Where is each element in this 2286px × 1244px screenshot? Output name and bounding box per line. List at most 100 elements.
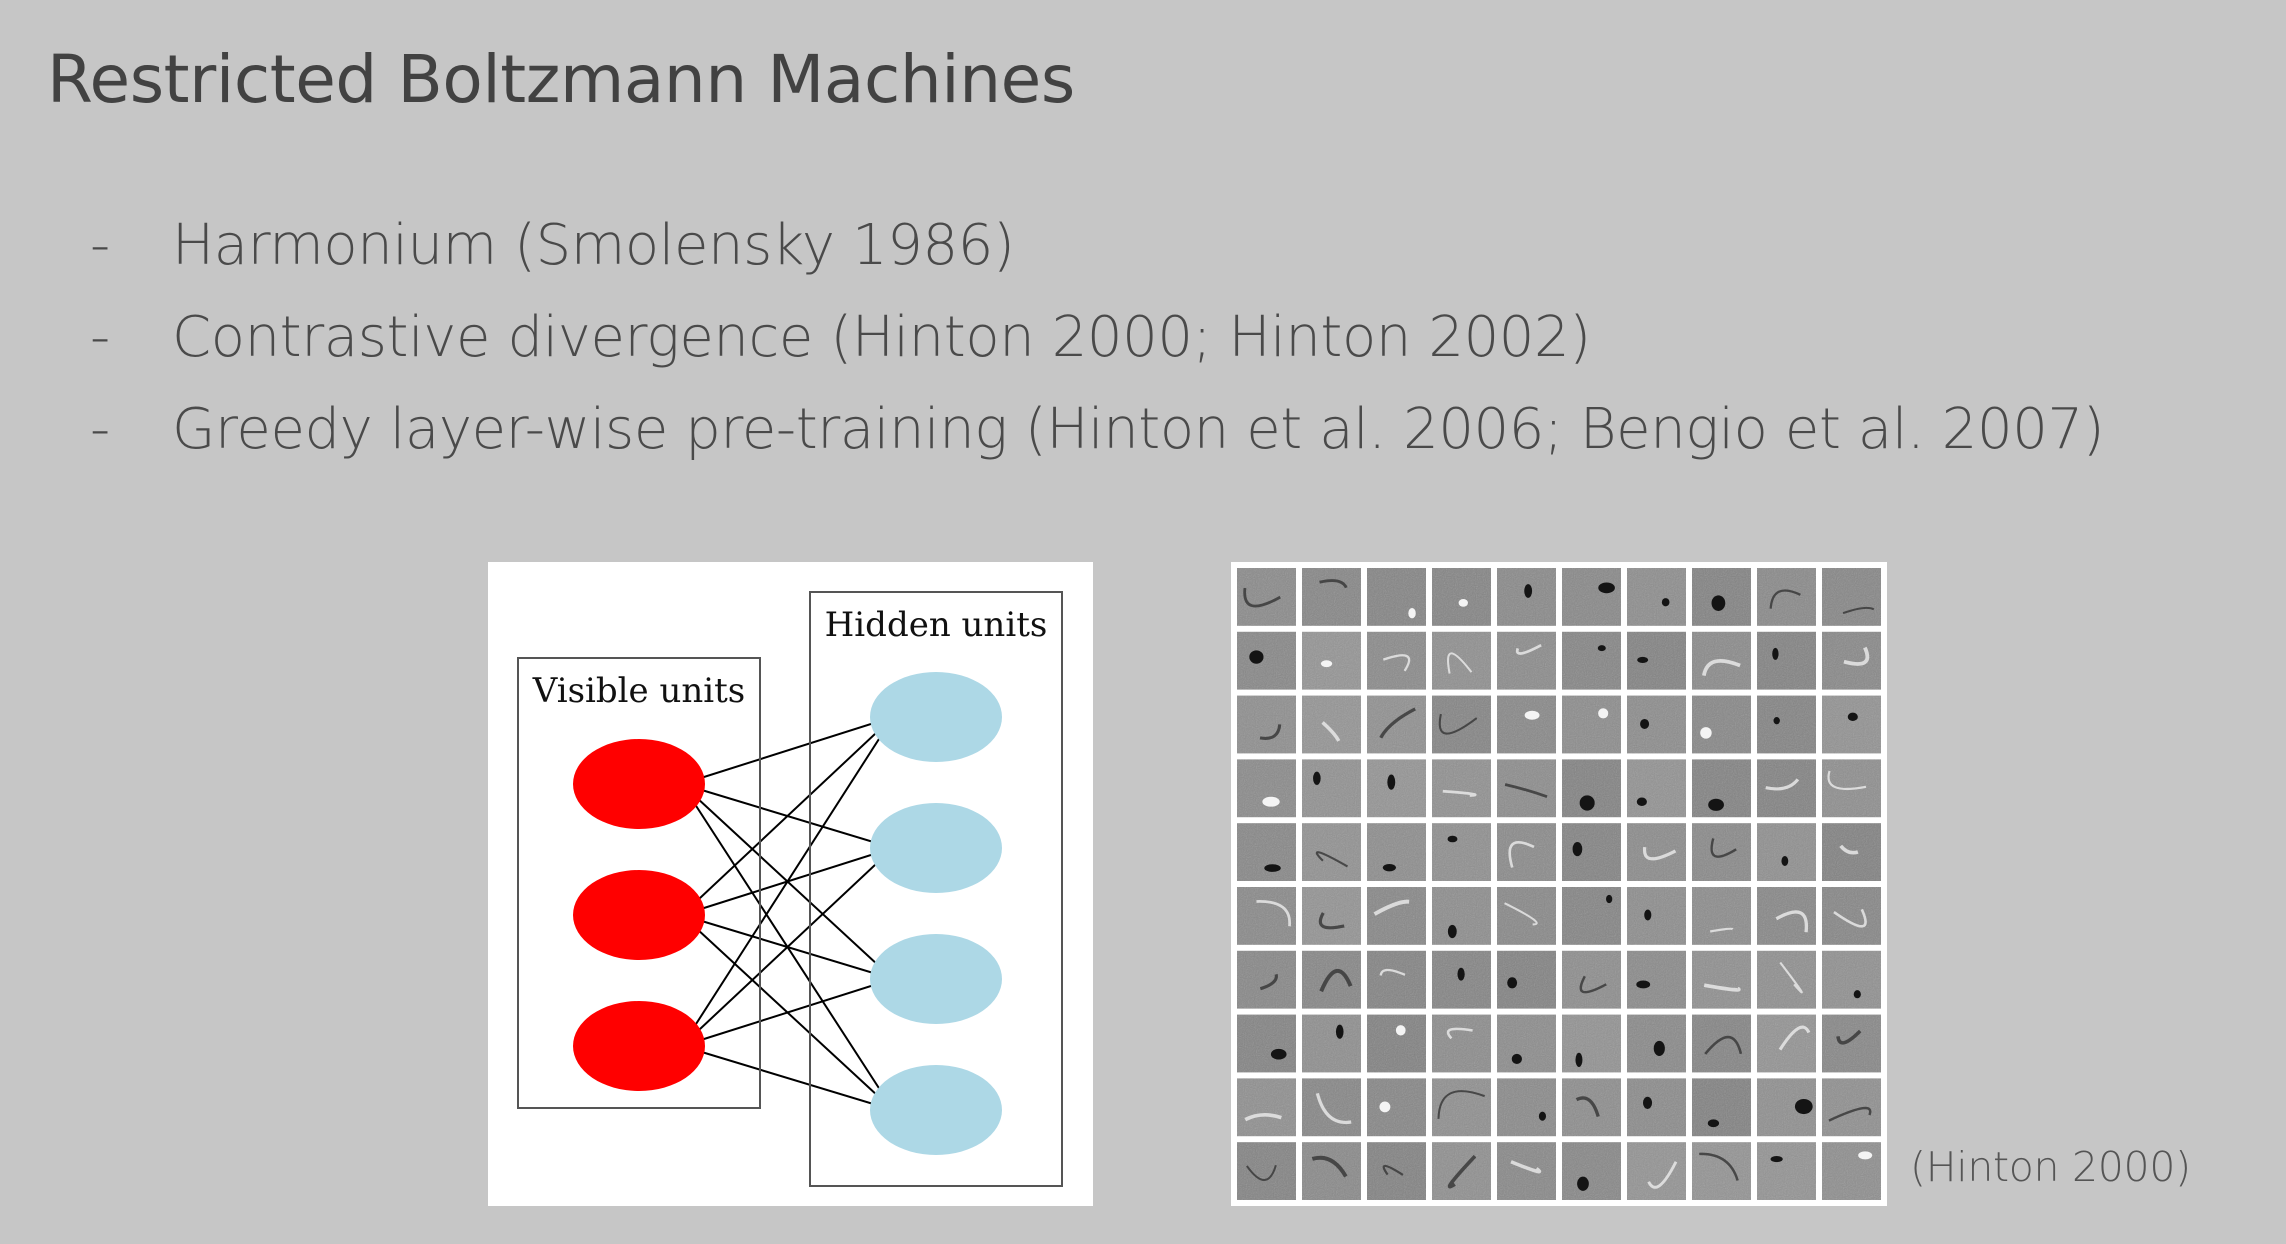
- bullet-marker: -: [90, 213, 110, 278]
- filter-tile: [1627, 887, 1686, 945]
- connection-edge: [681, 716, 894, 1047]
- filter-tile: [1692, 759, 1751, 818]
- bullet-text: Contrastive divergence (Hinton 2000; Hin…: [172, 305, 1591, 370]
- filter-tile: [1497, 759, 1556, 818]
- filter-tile: [1562, 887, 1621, 945]
- filter-stroke: [1579, 975, 1607, 994]
- filter-blob: [1395, 1025, 1406, 1036]
- filter-stroke: [1244, 1113, 1282, 1122]
- filter-tile: [1432, 887, 1491, 945]
- filter-tile: [1497, 1142, 1556, 1200]
- filter-tile-texture: [1627, 823, 1686, 881]
- filter-tile: [1302, 887, 1361, 945]
- filter-tile-texture: [1757, 823, 1816, 881]
- filter-stroke: [1321, 721, 1341, 742]
- filter-tile: [1367, 823, 1426, 881]
- filter-tile: [1757, 823, 1816, 881]
- bullet-item: - Greedy layer-wise pre-training (Hinton…: [90, 394, 2190, 486]
- filter-stroke: [1703, 983, 1741, 992]
- filter-tile: [1302, 950, 1361, 1009]
- connection-edge: [681, 1045, 894, 1111]
- visible-unit-node: [573, 1001, 705, 1091]
- filter-tile-texture: [1302, 950, 1361, 1009]
- filter-tile: [1302, 823, 1361, 881]
- filter-tile-texture: [1302, 568, 1361, 626]
- filter-tile-texture: [1367, 631, 1426, 690]
- filter-stroke: [1843, 646, 1870, 666]
- filter-blob: [1770, 1156, 1783, 1163]
- filter-blob: [1642, 1096, 1653, 1109]
- filter-stroke: [1246, 1164, 1277, 1182]
- filter-tile: [1757, 1014, 1816, 1073]
- filter-tile-texture: [1497, 950, 1556, 1009]
- visible-unit-node: [573, 870, 705, 960]
- filter-tile-texture: [1367, 887, 1426, 945]
- filter-stroke: [1833, 908, 1867, 928]
- bullet-item: - Harmonium (Smolensky 1986): [90, 210, 2190, 302]
- filter-blob: [1577, 1176, 1589, 1191]
- filter-blob: [1653, 1040, 1665, 1057]
- filter-tile: [1367, 631, 1426, 690]
- filter-tile-texture: [1237, 631, 1296, 690]
- filter-stroke: [1382, 654, 1411, 672]
- filter-tile-texture: [1627, 887, 1686, 945]
- filter-tile: [1237, 1142, 1296, 1200]
- filter-tile-texture: [1367, 695, 1426, 754]
- filter-stroke: [1709, 927, 1734, 933]
- filter-blob: [1262, 796, 1280, 807]
- filter-tile: [1367, 887, 1426, 945]
- filter-blob: [1773, 717, 1780, 725]
- filter-tile-texture: [1237, 1142, 1296, 1200]
- filter-blob: [1661, 598, 1670, 607]
- filter-tile: [1302, 631, 1361, 690]
- filter-stroke: [1243, 587, 1281, 608]
- filter-stroke: [1647, 1161, 1678, 1189]
- filter-tile: [1822, 823, 1881, 881]
- filter-tile: [1822, 695, 1881, 754]
- filters-svg: [1237, 568, 1881, 1200]
- filter-tile-texture: [1497, 1014, 1556, 1073]
- filter-blob: [1858, 1151, 1873, 1160]
- filter-tile: [1757, 1142, 1816, 1200]
- filter-blob: [1711, 595, 1726, 611]
- filter-blob: [1408, 607, 1416, 619]
- filter-tile: [1237, 631, 1296, 690]
- filter-tile-texture: [1562, 823, 1621, 881]
- filter-tile: [1562, 631, 1621, 690]
- filter-stroke: [1382, 1164, 1404, 1176]
- filter-tile: [1757, 759, 1816, 818]
- visible-layer-label: Visible units: [532, 671, 746, 711]
- filter-tile: [1627, 631, 1686, 690]
- filter-tile: [1237, 695, 1296, 754]
- filter-tile: [1237, 1078, 1296, 1137]
- filter-tile: [1302, 1142, 1361, 1200]
- filter-stroke: [1575, 1096, 1600, 1118]
- filter-tile: [1432, 950, 1491, 1009]
- filter-tile: [1692, 631, 1751, 690]
- filter-tile-texture: [1237, 568, 1296, 626]
- filter-tile: [1627, 1142, 1686, 1200]
- filter-tile-texture: [1302, 695, 1361, 754]
- filter-blob: [1382, 863, 1396, 872]
- filter-tile: [1757, 950, 1816, 1009]
- rbm-nodes: [573, 672, 1002, 1155]
- filter-tile: [1237, 759, 1296, 818]
- visible-unit-node: [573, 739, 705, 829]
- filter-tile-texture: [1627, 631, 1686, 690]
- rbm-diagram-svg: Visible units Hidden units: [517, 591, 1063, 1187]
- filter-tile: [1822, 1142, 1881, 1200]
- filter-tile-texture: [1692, 1078, 1751, 1137]
- filter-stroke: [1515, 643, 1542, 655]
- filter-tile: [1367, 759, 1426, 818]
- filter-blob: [1700, 727, 1712, 739]
- filter-tile-texture: [1692, 1142, 1751, 1200]
- filter-tile: [1562, 950, 1621, 1009]
- filter-tile: [1822, 759, 1881, 818]
- filter-tile-texture: [1237, 759, 1296, 818]
- filter-tile: [1822, 950, 1881, 1009]
- filter-tile-texture: [1822, 695, 1881, 754]
- filter-stroke: [1828, 1106, 1872, 1122]
- filter-stroke: [1319, 969, 1353, 993]
- filter-stroke: [1379, 707, 1416, 739]
- filter-tile: [1432, 1078, 1491, 1137]
